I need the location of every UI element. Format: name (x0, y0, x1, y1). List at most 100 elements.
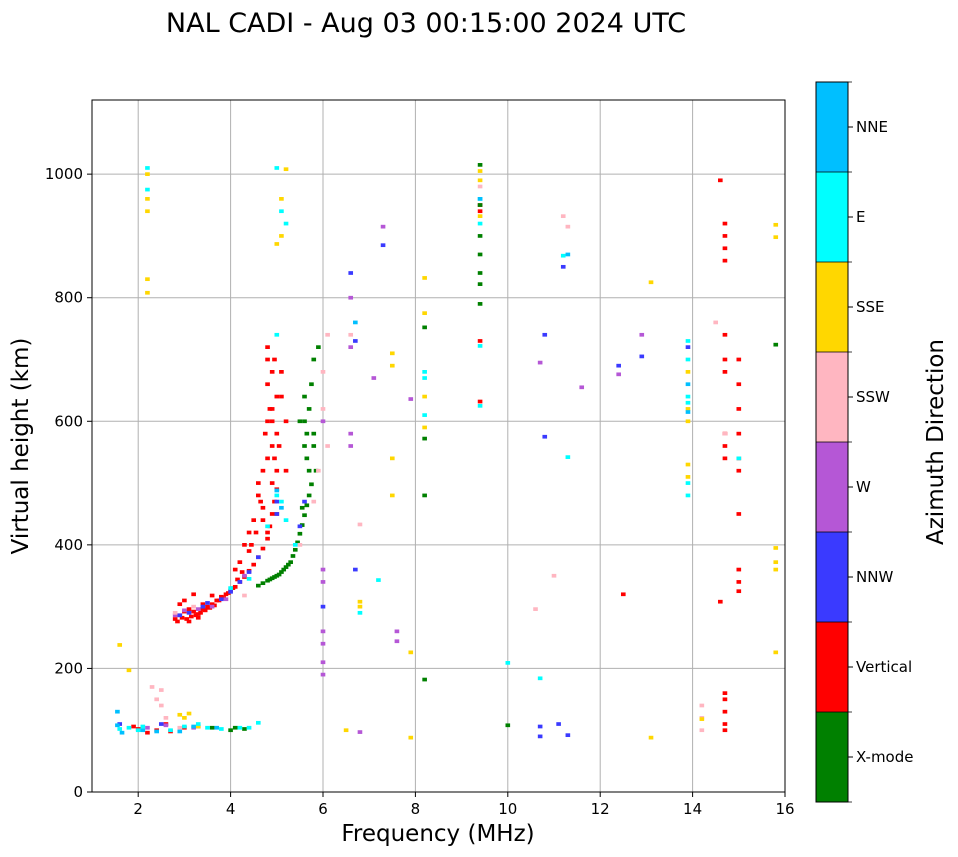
data-point-vertical (265, 530, 270, 535)
data-point-vertical (267, 407, 273, 411)
data-point-x-mode (477, 203, 483, 207)
data-point-sse (343, 728, 349, 733)
data-point-vertical (131, 724, 136, 729)
data-point-vertical (279, 370, 284, 374)
data-point-vertical (182, 598, 187, 603)
data-point-nnw (302, 499, 307, 504)
data-point-x-mode (477, 163, 483, 167)
data-point-x-mode (302, 444, 307, 448)
data-point-e (279, 209, 284, 214)
data-point-e (182, 724, 187, 729)
data-point-ssw (172, 610, 178, 615)
data-point-vertical (232, 567, 238, 572)
data-point-x-mode (477, 252, 483, 257)
data-point-nne (154, 729, 159, 734)
data-point-sse (648, 280, 654, 285)
data-point-x-mode (256, 583, 261, 588)
data-point-sse (182, 716, 187, 720)
data-point-x-mode (292, 547, 298, 552)
data-point-x-mode (279, 570, 284, 574)
data-point-vertical (189, 614, 194, 619)
data-point-nnw (380, 243, 386, 248)
data-point-vertical (198, 610, 203, 615)
data-point-x-mode (288, 560, 293, 565)
data-point-vertical (722, 357, 728, 362)
data-point-e (685, 400, 691, 405)
data-point-x-mode (505, 723, 511, 728)
data-point-sse (477, 169, 483, 173)
data-point-vertical (200, 602, 206, 607)
colorbar-segment (816, 532, 848, 622)
chart-title: NAL CADI - Aug 03 00:15:00 2024 UTC (166, 8, 686, 39)
data-point-nnw (353, 567, 358, 572)
colorbar-segment (816, 622, 848, 712)
colorbar-tick-label: Vertical (856, 658, 912, 676)
x-axis: 2 4 6 8 10 12 14 16 (133, 792, 795, 818)
data-point-nnw (228, 589, 233, 594)
data-point-vertical (272, 456, 277, 461)
data-point-vertical (722, 697, 728, 702)
data-point-x-mode (306, 468, 312, 473)
data-point-ssw (565, 224, 571, 229)
data-point-vertical (276, 444, 282, 448)
data-point-vertical (274, 468, 280, 473)
data-point-vertical (246, 549, 252, 553)
x-tick-label: 14 (683, 800, 702, 818)
data-point-sse (699, 717, 705, 721)
data-point-ssw (477, 184, 483, 189)
data-point-e (140, 724, 146, 729)
data-point-nnw (177, 613, 183, 618)
data-point-vertical (265, 456, 270, 461)
colorbar-tick-label: X-mode (856, 748, 913, 766)
data-point-x-mode (304, 431, 310, 436)
data-point-vertical (718, 599, 723, 604)
data-point-ssw (320, 407, 326, 411)
data-point-vertical (193, 613, 199, 618)
data-point-vertical (175, 619, 180, 624)
data-point-vertical (186, 619, 192, 624)
data-point-w (348, 345, 354, 349)
data-point-sse (389, 493, 395, 498)
data-point-nnw (542, 434, 548, 439)
data-point-x-mode (309, 382, 314, 387)
data-point-w (182, 608, 187, 613)
data-point-sse (422, 311, 427, 316)
data-point-x-mode (297, 531, 303, 536)
data-point-sse (422, 425, 427, 430)
data-point-vertical (722, 332, 728, 337)
colorbar-tick-label: NNE (856, 118, 888, 136)
y-tick-label: 0 (73, 783, 83, 801)
data-point-ssw (154, 697, 159, 702)
data-point-vertical (256, 481, 261, 485)
data-point-sse (773, 650, 779, 655)
data-point-vertical (736, 407, 742, 411)
data-point-nne (115, 709, 120, 714)
data-point-sse (145, 209, 150, 214)
data-point-vertical (722, 691, 728, 695)
plot-frame (91, 99, 786, 793)
data-point-sse (422, 276, 427, 280)
data-point-nne (685, 382, 691, 387)
data-point-e (685, 394, 691, 399)
data-point-vertical (274, 394, 280, 399)
data-point-vertical (722, 722, 728, 726)
data-point-nnw (537, 724, 543, 729)
x-tick-label: 12 (591, 800, 610, 818)
data-point-w (320, 660, 326, 665)
data-point-sse (145, 290, 150, 295)
colorbar-label: Azimuth Direction (923, 339, 949, 545)
data-point-e (376, 578, 381, 582)
data-point-w (394, 629, 400, 634)
data-point-w (616, 372, 621, 377)
data-point-w (320, 672, 326, 677)
data-point-w (145, 725, 150, 730)
data-point-sse (389, 456, 395, 461)
data-point-sse (357, 604, 363, 609)
data-point-x-mode (228, 728, 233, 733)
data-point-x-mode (242, 727, 247, 731)
data-point-nnw (556, 722, 561, 726)
data-point-e (505, 661, 511, 665)
data-point-nne (279, 505, 284, 510)
data-point-vertical (253, 530, 259, 535)
data-point-vertical (736, 589, 742, 594)
